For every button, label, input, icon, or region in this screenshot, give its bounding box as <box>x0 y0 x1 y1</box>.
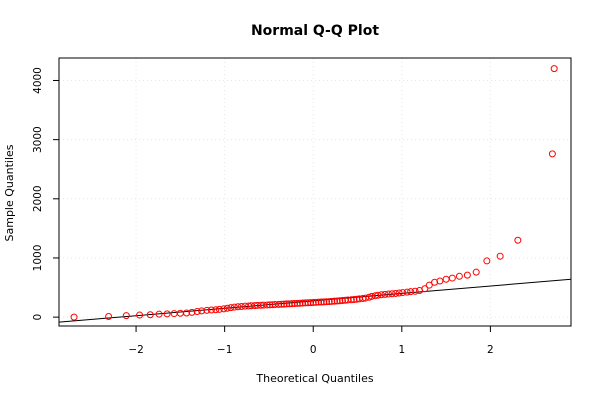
data-point <box>220 305 228 313</box>
data-point <box>330 297 338 305</box>
plot-frame <box>58 57 572 327</box>
data-point <box>275 300 283 308</box>
data-point <box>163 310 171 318</box>
data-point <box>407 288 415 296</box>
data-point <box>188 308 196 316</box>
data-point <box>223 304 231 312</box>
y-tick-label: 1000 <box>32 245 44 272</box>
x-tick-label: −1 <box>217 344 232 356</box>
data-point <box>312 298 320 306</box>
data-point <box>421 285 429 293</box>
data-point <box>377 291 385 299</box>
data-point <box>307 299 315 307</box>
data-point <box>361 294 369 302</box>
data-point <box>336 297 344 305</box>
data-point <box>296 299 304 307</box>
data-point <box>315 298 323 306</box>
chart-title: Normal Q-Q Plot <box>251 23 379 39</box>
reference-line-layer <box>58 278 572 323</box>
data-point <box>70 313 78 321</box>
reference-line <box>58 278 572 323</box>
data-point <box>299 299 307 307</box>
data-point <box>283 300 291 308</box>
data-point <box>323 298 331 306</box>
data-point <box>399 289 407 297</box>
data-point <box>277 300 285 308</box>
data-point <box>425 281 433 289</box>
data-point <box>263 301 271 309</box>
grid-lines <box>59 58 571 326</box>
data-point <box>455 272 463 280</box>
data-point <box>388 290 396 298</box>
data-point <box>347 296 355 304</box>
data-point <box>317 298 325 306</box>
data-point <box>237 302 245 310</box>
y-tick-label: 0 <box>32 314 44 321</box>
data-point <box>291 300 299 308</box>
data-point <box>338 297 346 305</box>
data-point <box>483 257 491 265</box>
data-point <box>183 309 191 317</box>
data-point <box>293 299 301 307</box>
y-tick-label: 4000 <box>32 67 44 94</box>
x-tick-label: 1 <box>398 344 405 356</box>
data-point <box>448 274 456 282</box>
data-point <box>280 300 288 308</box>
data-point <box>350 295 358 303</box>
data-point <box>381 290 389 298</box>
data-point <box>472 268 480 276</box>
data-point <box>496 252 504 260</box>
axes: −2 −1 0 1 2 0 1000 2000 3000 4000 <box>32 67 494 356</box>
data-point <box>403 288 411 296</box>
data-point <box>215 305 223 313</box>
x-tick-label: 0 <box>310 344 317 356</box>
data-point <box>392 289 400 297</box>
data-point <box>234 303 242 311</box>
data-point <box>266 301 274 309</box>
data-point <box>411 287 419 295</box>
y-tick-label: 2000 <box>32 185 44 212</box>
data-point <box>227 304 235 312</box>
data-point <box>203 306 211 314</box>
data-point <box>155 310 163 318</box>
data-point <box>304 299 312 307</box>
data-point <box>514 236 522 244</box>
data-point <box>550 65 558 73</box>
x-axis-label: Theoretical Quantiles <box>255 372 373 385</box>
data-point <box>374 291 382 299</box>
data-point <box>288 300 296 308</box>
data-point <box>463 271 471 279</box>
data-point <box>325 298 333 306</box>
data-point <box>385 290 393 298</box>
data-point <box>548 150 556 158</box>
data-point <box>301 299 309 307</box>
y-tick-label: 3000 <box>32 126 44 153</box>
x-tick-label: −2 <box>128 344 143 356</box>
data-point <box>230 303 238 311</box>
data-points <box>70 65 558 321</box>
x-tick-label: 2 <box>487 344 494 356</box>
data-point <box>320 298 328 306</box>
data-point <box>136 311 144 319</box>
data-point <box>309 298 317 306</box>
data-point <box>122 312 130 320</box>
data-point <box>105 313 113 321</box>
data-point <box>395 289 403 297</box>
data-point <box>285 300 293 308</box>
data-point <box>212 306 220 314</box>
data-point <box>193 308 201 316</box>
data-point <box>328 297 336 305</box>
data-point <box>207 306 215 314</box>
y-axis-label: Sample Quantiles <box>3 144 16 241</box>
data-point <box>146 311 154 319</box>
data-point <box>333 297 341 305</box>
data-point <box>436 277 444 285</box>
data-point <box>198 307 206 315</box>
